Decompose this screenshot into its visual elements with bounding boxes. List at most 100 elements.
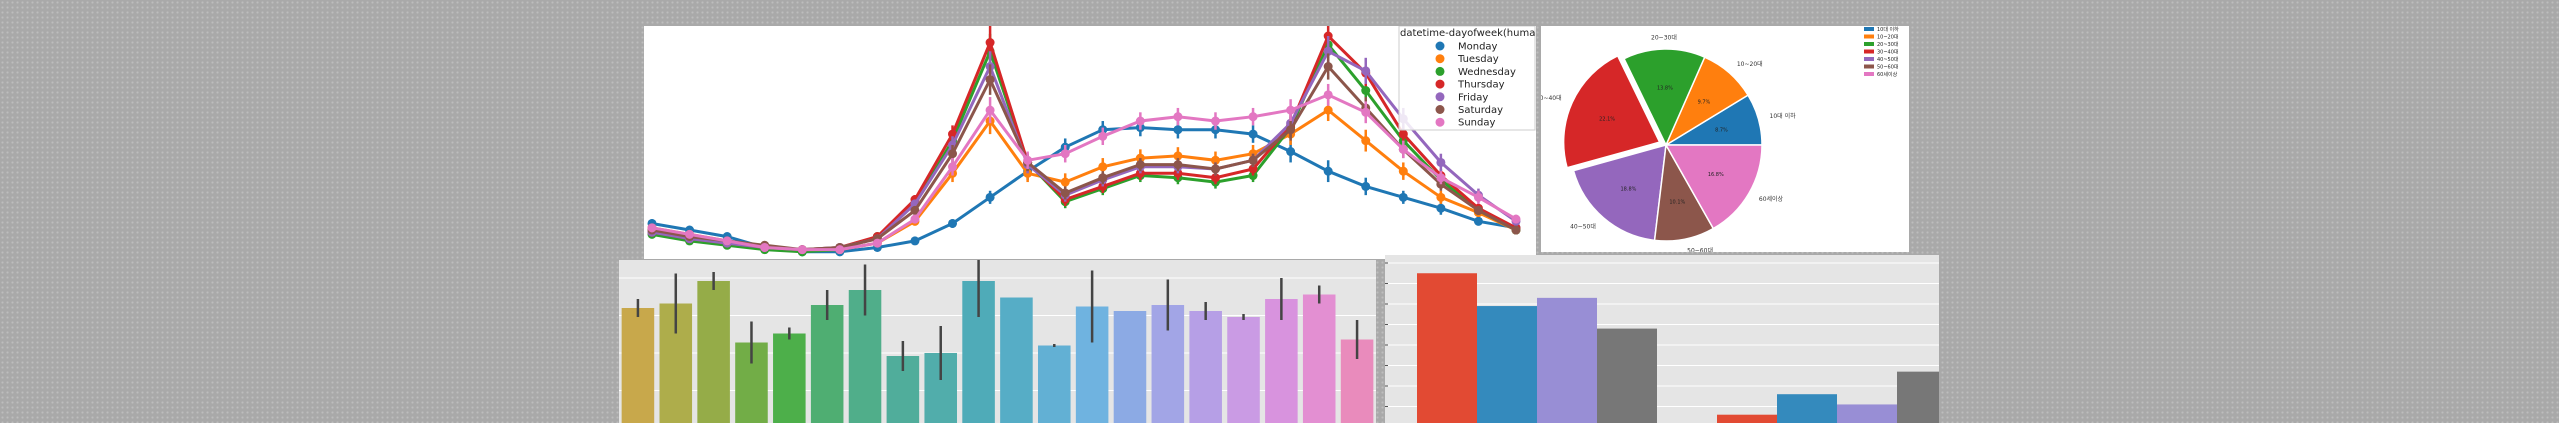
legend-label: Monday (1458, 42, 1498, 53)
pie-slice (1664, 144, 1763, 230)
age-pie-chart-panel: 8.7% 10대 이하 9.7% 10~20대 13.8% 20~30대 22.1% 30~4… (1541, 26, 1909, 252)
data-point (1398, 144, 1408, 154)
grouped-bar (1897, 371, 1939, 423)
legend-swatch (1864, 34, 1874, 39)
legend-label: Thursday (1457, 80, 1505, 91)
data-point (1173, 112, 1183, 122)
data-point (1060, 177, 1070, 187)
pie-slice-label: 10대 이하 (1770, 112, 1797, 120)
legend-marker (1435, 54, 1445, 64)
data-point (872, 238, 882, 248)
legend-swatch (1864, 27, 1874, 31)
data-point (1323, 62, 1333, 72)
data-point (1060, 149, 1070, 159)
bar (1227, 317, 1260, 423)
bar (810, 305, 844, 423)
bar (1037, 345, 1071, 423)
bar (621, 308, 655, 423)
data-point (948, 149, 958, 159)
data-point (985, 38, 995, 48)
data-point (1248, 164, 1258, 174)
data-point (722, 236, 732, 246)
pie-pct-label: 22.1% (1599, 116, 1615, 122)
data-point (948, 129, 958, 139)
legend-label: Wednesday (1458, 67, 1516, 78)
colored-bar-chart (619, 260, 1376, 423)
pie-legend: 10대 이하10~20대20~30대30~40대40~50대50~60대60세이… (1864, 26, 1899, 78)
legend-label: Sunday (1458, 118, 1495, 129)
data-point (1361, 66, 1371, 76)
pie-slice-label: 20~30대 (1651, 33, 1677, 41)
grouped-bar (1597, 328, 1657, 423)
grouped-bar-chart (1385, 262, 1939, 423)
legend-label: 10대 이하 (1877, 26, 1899, 33)
legend-swatch (1864, 64, 1874, 69)
line-series-6 (647, 83, 1521, 255)
legend-title: datetime-dayofweek(humanized) (1400, 28, 1536, 39)
data-point (1398, 129, 1408, 139)
data-point (1473, 192, 1483, 202)
data-point (1098, 162, 1108, 172)
data-point (1173, 160, 1183, 170)
legend-label: Friday (1458, 92, 1488, 103)
data-point (1286, 125, 1296, 135)
data-point (1511, 225, 1521, 235)
data-point (1436, 173, 1446, 183)
legend-marker (1435, 79, 1445, 89)
data-point (1361, 136, 1371, 146)
legend-swatch (1864, 57, 1874, 61)
pie-slice (1572, 143, 1667, 242)
data-point (910, 205, 920, 215)
data-point (647, 223, 657, 233)
data-point (760, 242, 770, 252)
data-point (1248, 155, 1258, 165)
grouped-bar (1417, 273, 1477, 423)
grouped-bar (1537, 297, 1597, 423)
data-point (985, 75, 995, 85)
data-point (1286, 105, 1296, 115)
data-point (1210, 173, 1220, 183)
bar (773, 333, 806, 423)
series-line (651, 33, 1517, 252)
legend-swatch (1864, 42, 1874, 46)
data-point (1135, 160, 1145, 170)
legend-label: 40~50대 (1877, 56, 1899, 63)
data-point (1361, 86, 1371, 95)
data-point (1173, 125, 1183, 135)
legend-marker (1435, 92, 1445, 102)
colored-bar-chart-panel (619, 260, 1376, 423)
legend-label: 10~20대 (1877, 34, 1899, 41)
series-line (651, 49, 1517, 252)
pie-slice (1623, 48, 1706, 147)
data-point (1098, 173, 1108, 183)
hourly-line-chart: datetime-dayofweek(humanized) MondayTuesd… (647, 26, 1536, 257)
legend-label: 60세이상 (1877, 71, 1898, 78)
data-point (1210, 116, 1220, 126)
data-point (985, 192, 995, 202)
data-point (1023, 155, 1033, 165)
bar (697, 281, 730, 423)
data-point (1210, 164, 1220, 174)
age-pie-chart: 8.7% 10대 이하 9.7% 10~20대 13.8% 20~30대 22.1% 30~4… (1541, 26, 1899, 252)
data-point (1323, 90, 1333, 100)
legend-marker (1435, 41, 1445, 51)
data-point (1323, 46, 1333, 56)
series-line (651, 93, 1517, 252)
data-point (1398, 192, 1408, 202)
legend-marker (1435, 105, 1445, 114)
grouped-bar (1837, 404, 1897, 423)
data-point (948, 218, 958, 228)
bar (1000, 297, 1033, 423)
legend-swatch (1864, 49, 1874, 54)
data-point (948, 162, 958, 172)
line-legend: datetime-dayofweek(humanized) MondayTuesd… (1398, 26, 1536, 131)
data-point (797, 245, 807, 255)
data-point (1361, 181, 1371, 191)
data-point (1248, 112, 1258, 122)
data-point (685, 229, 695, 239)
grouped-bar-chart-panel (1385, 255, 1939, 423)
data-point (1436, 157, 1446, 167)
pie-pct-label: 8.7% (1715, 127, 1728, 133)
data-point (1473, 216, 1483, 226)
data-point (1473, 205, 1483, 215)
